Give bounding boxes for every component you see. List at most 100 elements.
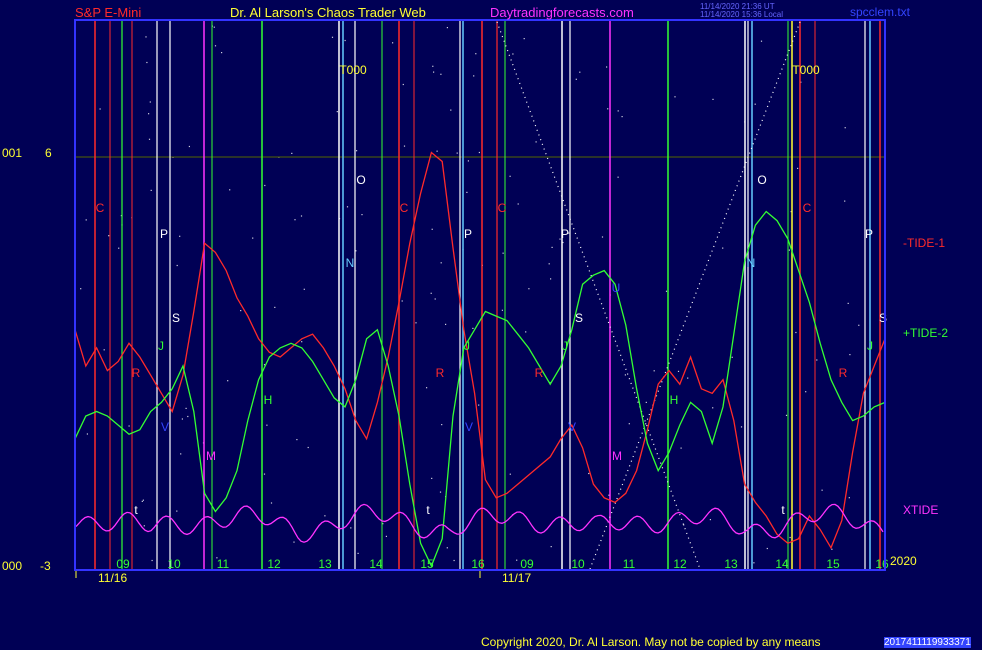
footer-code: 2017411119933371 xyxy=(884,637,971,648)
star-dot xyxy=(441,424,443,426)
star-dot xyxy=(426,387,428,389)
star-dot xyxy=(712,98,714,100)
site-url[interactable]: Daytradingforecasts.com xyxy=(490,5,634,20)
star-dot xyxy=(331,36,334,38)
hour-tick-label: 09 xyxy=(520,557,534,571)
star-dot xyxy=(324,515,326,517)
star-dot xyxy=(264,184,266,187)
marker-label: H xyxy=(670,393,679,407)
year-label: 2020 xyxy=(890,554,917,568)
star-dot xyxy=(176,510,178,512)
vertical-event-lines xyxy=(75,21,885,569)
star-dot xyxy=(512,53,514,55)
marker-label: T000 xyxy=(792,63,820,77)
hour-tick-label: 14 xyxy=(775,557,789,571)
hour-tick-label: 12 xyxy=(673,557,687,571)
hour-tick-label: 09 xyxy=(116,557,130,571)
marker-label: J xyxy=(158,339,164,353)
hour-tick-label: 12 xyxy=(267,557,281,571)
star-dot xyxy=(214,45,217,47)
star-dot xyxy=(535,141,537,143)
marker-label: V xyxy=(161,420,169,434)
hour-tick-label: 16 xyxy=(875,557,889,571)
marker-label: M xyxy=(612,449,622,463)
star-dot xyxy=(785,414,788,416)
star-dot xyxy=(722,247,724,249)
star-dot xyxy=(795,331,797,334)
star-dot xyxy=(475,53,477,55)
star-dot xyxy=(805,391,807,393)
star-dot xyxy=(709,519,711,521)
star-dot xyxy=(797,167,799,169)
timestamp-local: 11/14/2020 15:36 Local xyxy=(700,10,784,19)
star-dot xyxy=(788,249,790,251)
star-dot xyxy=(229,189,231,191)
star-dot xyxy=(336,111,338,113)
star-dot xyxy=(525,331,527,333)
star-dot xyxy=(445,323,447,325)
star-dot xyxy=(831,548,833,550)
star-dot xyxy=(440,262,442,264)
star-dot xyxy=(385,535,387,537)
series-label-tide1: -TIDE-1 xyxy=(903,236,945,250)
star-dot xyxy=(151,559,153,562)
marker-label: O xyxy=(356,173,365,187)
star-dot xyxy=(562,241,564,244)
star-dot xyxy=(181,418,183,420)
marker-label: T000 xyxy=(339,63,367,77)
star-dot xyxy=(456,152,458,154)
star-dot xyxy=(187,415,189,418)
marker-label: C xyxy=(498,201,507,215)
star-dot xyxy=(509,175,511,177)
star-dot xyxy=(680,447,682,449)
star-dot xyxy=(401,300,403,302)
star-dot xyxy=(344,39,346,42)
star-dot xyxy=(176,264,178,267)
star-dot xyxy=(303,288,305,290)
star-dot xyxy=(382,523,384,525)
star-dot xyxy=(551,246,553,248)
marker-label: C xyxy=(803,201,812,215)
marker-label: N xyxy=(346,256,355,270)
star-dot xyxy=(478,151,480,154)
marker-label: V xyxy=(465,420,473,434)
star-dot xyxy=(145,36,147,38)
star-dot xyxy=(185,407,187,409)
star-dot xyxy=(624,374,626,376)
marker-label: R xyxy=(132,366,141,380)
star-dot xyxy=(523,38,525,40)
series-label-tide2: +TIDE-2 xyxy=(903,326,949,340)
star-dot xyxy=(99,108,101,110)
star-dot xyxy=(180,453,182,455)
star-dot xyxy=(355,250,357,252)
star-dot xyxy=(263,473,266,475)
series-line-3 xyxy=(75,503,884,543)
star-dot xyxy=(150,189,152,191)
star-dot xyxy=(301,341,303,343)
star-dot xyxy=(753,562,755,564)
marker-label: t xyxy=(134,503,138,517)
hour-tick-label: 11 xyxy=(623,557,636,571)
series-layer xyxy=(74,151,886,568)
star-dot xyxy=(85,219,87,221)
star-dot xyxy=(550,278,552,280)
star-dot xyxy=(433,71,435,73)
marker-label: N xyxy=(747,256,756,270)
star-dot xyxy=(213,26,215,28)
marker-label: t xyxy=(781,503,785,517)
star-dot xyxy=(86,433,88,435)
star-dot xyxy=(789,536,791,539)
star-dot xyxy=(760,40,763,42)
star-dot xyxy=(844,127,846,129)
star-dot xyxy=(149,101,151,103)
star-dot xyxy=(148,113,150,115)
star-dot xyxy=(270,502,273,504)
star-dot xyxy=(674,96,676,98)
star-dot xyxy=(800,81,802,83)
star-dot xyxy=(356,150,358,152)
marker-label: P xyxy=(561,227,569,241)
star-dot xyxy=(790,211,792,213)
hour-tick-label: 16 xyxy=(471,557,485,571)
star-dot xyxy=(754,103,756,105)
